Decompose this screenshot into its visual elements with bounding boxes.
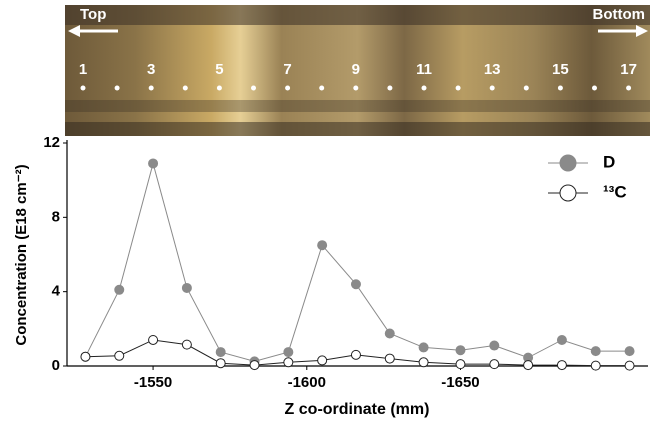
photo-dot [592,85,597,91]
section-label: 1 [79,61,87,78]
photo-dot [489,85,495,91]
data-point [181,339,192,350]
y-tick-label: 8 [52,208,60,225]
section-label: 13 [484,61,501,78]
data-point [317,240,328,251]
data-point [215,347,226,358]
data-point [624,346,635,357]
section-label: 11 [416,61,432,78]
arrow-head [68,25,80,37]
photo-band [65,100,650,112]
photo-dot [148,85,154,91]
photo-dot [182,85,188,91]
legend-marker [559,184,577,202]
photo-dot [421,85,427,91]
x-tick-label: -1600 [288,374,326,391]
legend-label: D [603,152,615,171]
section-label: 17 [620,61,637,78]
data-point [590,346,601,357]
photo-strip [65,5,650,136]
legend-label: ¹³C [603,182,627,201]
photo-band [65,122,650,136]
data-point [489,340,500,351]
data-point [283,357,294,368]
data-point [80,351,91,362]
series-line [84,161,630,362]
photo-dot [557,85,563,91]
data-point [249,360,260,371]
data-point [384,353,395,364]
x-tick-label: -1650 [441,374,479,391]
data-point [181,282,192,293]
section-label: 7 [283,61,291,78]
data-point [523,360,534,371]
photo-dot [387,85,393,91]
data-point [350,349,361,360]
photo-dot [626,85,632,91]
photo-dot [353,85,359,91]
data-point [556,360,567,371]
data-point [215,358,226,369]
data-point [148,158,159,169]
y-axis-label: Concentration (E18 cm⁻²) [13,164,30,345]
y-tick-label: 12 [43,134,60,151]
photo-band [65,5,650,25]
photo-dot [523,85,529,91]
photo-dot [80,85,86,91]
arrow-head [636,25,648,37]
section-label: 15 [552,61,569,78]
photo-label: Top [80,6,106,23]
photo-dot [251,85,256,91]
data-point [283,347,294,358]
y-tick-label: 0 [52,357,60,374]
data-point [624,360,635,371]
photo: Top Bottom [65,5,650,136]
data-point [114,350,125,361]
x-tick-label: -1550 [134,374,172,391]
data-point [455,345,466,356]
data-point [350,279,361,290]
photo-dot [114,85,120,91]
section-label: 3 [147,61,155,78]
data-point [148,334,159,345]
data-point [556,334,567,345]
section-label: 9 [352,61,360,78]
data-point [317,355,328,366]
photo-dot [285,85,291,91]
photo-dot [216,85,222,91]
x-axis-label: Z co-ordinate (mm) [285,401,430,418]
data-point [114,284,125,295]
data-point [590,360,601,371]
data-point [384,328,395,339]
photo-dot [319,85,325,91]
data-point [455,359,466,370]
photo-label: Bottom [593,6,646,23]
data-point [418,342,429,353]
photo-dot [455,85,461,91]
data-point [418,357,429,368]
data-point [489,359,500,370]
section-label: 5 [215,61,223,78]
legend-marker [559,154,577,172]
y-tick-label: 4 [52,283,61,300]
